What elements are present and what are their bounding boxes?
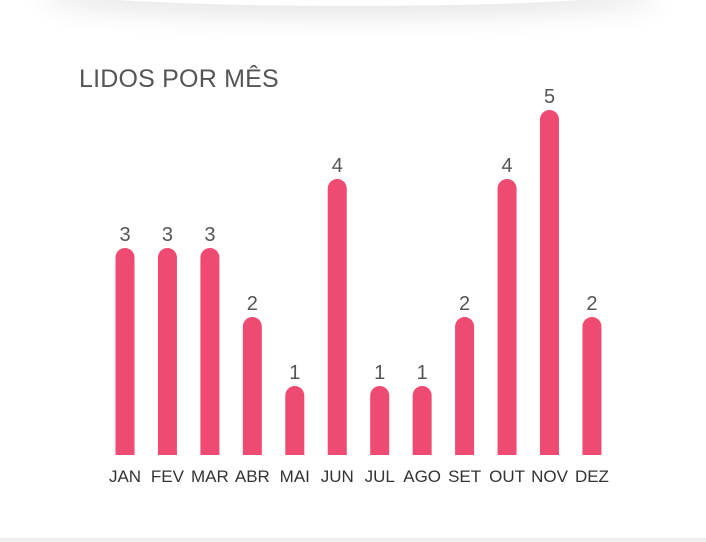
value-label-out: 4 xyxy=(501,155,512,177)
tick-label-dez: DEZ xyxy=(575,467,609,486)
value-label-jul: 1 xyxy=(374,362,385,384)
bar-set xyxy=(455,317,475,455)
value-label-abr: 2 xyxy=(247,293,258,315)
bar-ago xyxy=(412,386,432,455)
tick-label-jun: JUN xyxy=(321,467,354,486)
tick-label-jan: JAN xyxy=(109,467,141,486)
divider xyxy=(0,538,706,542)
tick-label-abr: ABR xyxy=(235,467,270,486)
tick-label-nov: NOV xyxy=(531,467,569,486)
bar-mar xyxy=(200,248,220,455)
value-label-ago: 1 xyxy=(417,362,428,384)
bar-fev xyxy=(157,248,177,455)
chart-title: LIDOS POR MÊS xyxy=(79,65,279,93)
value-label-mai: 1 xyxy=(289,362,300,384)
bar-dez xyxy=(582,317,602,455)
tick-label-mar: MAR xyxy=(191,467,229,486)
bar-out xyxy=(497,179,517,455)
value-label-set: 2 xyxy=(459,293,470,315)
bar-mai xyxy=(285,386,305,455)
tick-label-fev: FEV xyxy=(151,467,185,486)
bar-jan xyxy=(115,248,135,455)
tick-label-mai: MAI xyxy=(280,467,310,486)
tick-label-out: OUT xyxy=(489,467,525,486)
bar-jul xyxy=(370,386,390,455)
tick-label-set: SET xyxy=(448,467,481,486)
value-label-nov: 5 xyxy=(544,86,555,108)
tick-label-ago: AGO xyxy=(403,467,441,486)
value-label-fev: 3 xyxy=(162,224,173,246)
bar-jun xyxy=(327,179,347,455)
value-label-mar: 3 xyxy=(204,224,215,246)
bar-nov xyxy=(540,110,559,455)
value-label-jun: 4 xyxy=(332,155,343,177)
top-shadow xyxy=(40,0,660,6)
value-label-jan: 3 xyxy=(119,224,130,246)
tick-label-jul: JUL xyxy=(365,467,395,486)
bar-abr xyxy=(242,317,262,455)
value-label-dez: 2 xyxy=(586,293,597,315)
